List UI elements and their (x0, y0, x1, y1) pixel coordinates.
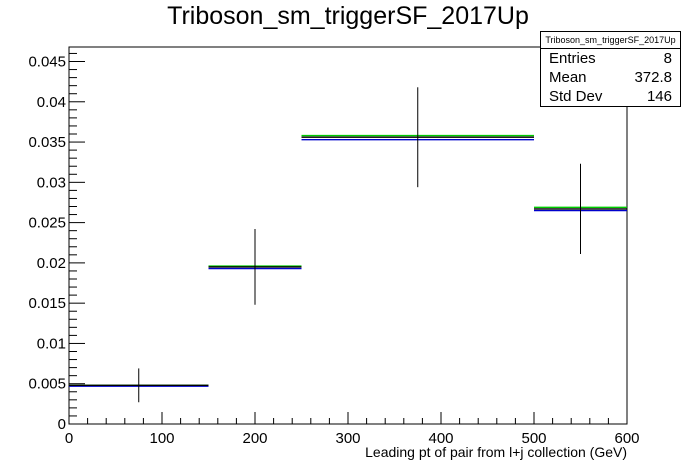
x-tick-label: 200 (242, 430, 267, 447)
x-tick-label: 600 (614, 430, 639, 447)
x-axis-label: Leading pt of pair from l+j collection (… (365, 444, 627, 460)
stats-label-entries: Entries (549, 50, 596, 67)
stats-row-mean: Mean 372.8 (541, 68, 680, 87)
stats-label-mean: Mean (549, 69, 587, 86)
x-tick-label: 0 (65, 430, 73, 447)
y-tick-label: 0 (58, 416, 66, 433)
y-tick-label: 0.045 (28, 54, 66, 71)
stats-box-title: Triboson_sm_triggerSF_2017Up (541, 32, 680, 49)
y-tick-label: 0.015 (28, 295, 66, 312)
stats-value-stddev: 146 (646, 88, 672, 105)
stats-label-stddev: Std Dev (549, 88, 603, 105)
y-tick-label: 0.03 (37, 174, 66, 191)
x-tick-label: 500 (521, 430, 546, 447)
y-tick-label: 0.035 (28, 134, 66, 151)
stats-box: Triboson_sm_triggerSF_2017Up Entries 8 M… (540, 31, 681, 107)
y-tick-label: 0.01 (37, 335, 66, 352)
stats-value-mean: 372.8 (634, 69, 672, 86)
x-tick-label: 400 (428, 430, 453, 447)
stats-row-stddev: Std Dev 146 (541, 87, 680, 106)
x-tick-label: 100 (149, 430, 174, 447)
stats-row-entries: Entries 8 (541, 49, 680, 68)
y-tick-label: 0.025 (28, 215, 66, 232)
y-tick-label: 0.04 (37, 94, 66, 111)
chart-title: Triboson_sm_triggerSF_2017Up (167, 2, 529, 30)
stats-value-entries: 8 (663, 50, 672, 67)
y-tick-label: 0.02 (37, 255, 66, 272)
x-tick-label: 300 (335, 430, 360, 447)
y-tick-label: 0.005 (28, 376, 66, 393)
